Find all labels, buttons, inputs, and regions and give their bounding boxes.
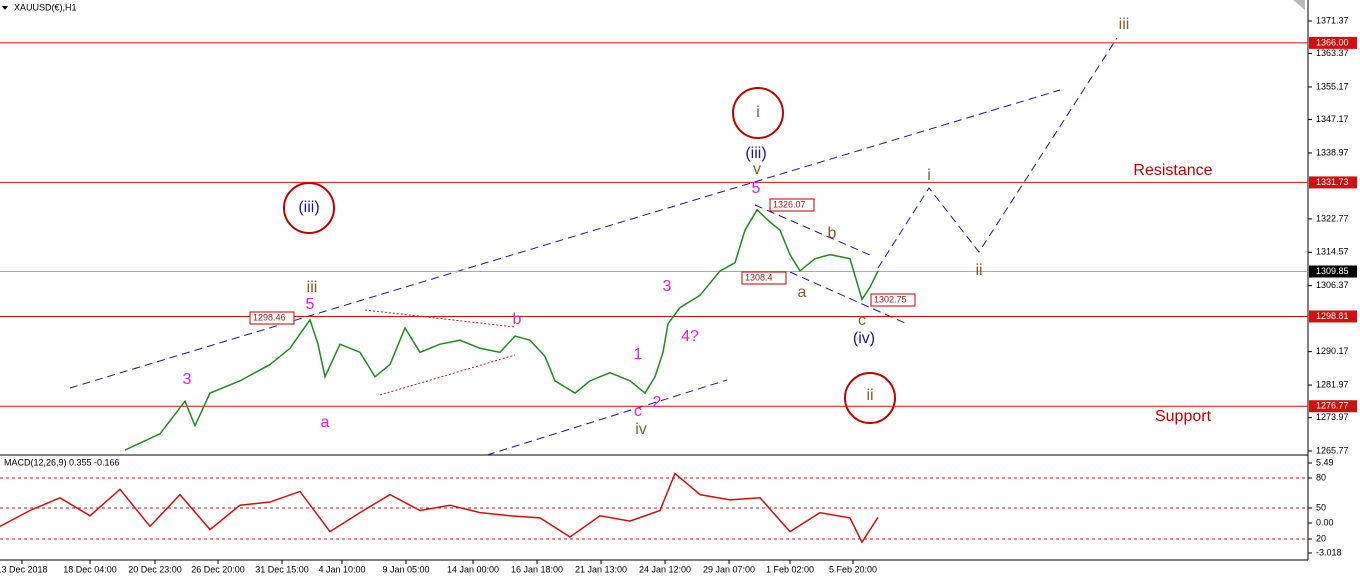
triangle-lines	[364, 309, 516, 396]
menu-arrow	[2, 6, 8, 10]
y-tick-label: 1273.97	[1316, 412, 1349, 422]
price-label-box	[249, 311, 295, 325]
chart-title: XAUUSD(€),H1	[14, 2, 77, 12]
wave-label: v	[753, 161, 761, 178]
corner-arrow	[1293, 0, 1305, 10]
x-tick-label: 9 Jan 05:00	[382, 564, 429, 574]
level-label: 1276.77	[1316, 401, 1349, 411]
y-tick-label: 1314.57	[1316, 247, 1349, 257]
level-box	[1309, 265, 1357, 278]
x-tick-label: 14 Jan 00:00	[447, 564, 499, 574]
price-label-box	[741, 271, 787, 285]
y-tick-label: 1347.17	[1316, 114, 1349, 124]
y-tick-label: 1363.37	[1316, 48, 1349, 58]
x-tick-label: 26 Dec 20:00	[191, 564, 245, 574]
macd-tick-label: 50	[1316, 502, 1326, 512]
wave-label: i	[756, 104, 760, 121]
price-label-box	[769, 198, 815, 212]
trend-lines	[69, 37, 1118, 456]
y-tick-label: 1265.77	[1316, 445, 1349, 455]
wave-label: a	[798, 284, 807, 301]
wave-label: (iii)	[745, 145, 766, 162]
y-tick-label: 1306.37	[1316, 280, 1349, 290]
wave-label: Support	[1155, 408, 1212, 425]
x-tick-label: 24 Jan 12:00	[639, 564, 691, 574]
wave-label: c	[858, 312, 866, 329]
level-label: 1366.00	[1316, 37, 1349, 47]
price-label: 1326.07	[773, 199, 806, 209]
price-label: 1298.46	[253, 312, 286, 322]
y-tick-label: 1290.17	[1316, 346, 1349, 356]
price-label: 1302.75	[874, 294, 907, 304]
y-tick-label: 1355.17	[1316, 81, 1349, 91]
wave-label: b	[513, 311, 522, 328]
macd-line	[0, 472, 879, 544]
y-tick-label: 1322.77	[1316, 213, 1349, 223]
x-tick-label: 18 Dec 04:00	[63, 564, 117, 574]
wave-label: 5	[306, 296, 315, 313]
x-tick-label: 29 Jan 07:00	[703, 564, 755, 574]
wave-label: ii	[975, 262, 982, 279]
level-label: 1331.73	[1316, 177, 1349, 187]
wave-label: i	[927, 167, 931, 184]
x-tick-label: 20 Dec 23:00	[128, 564, 182, 574]
y-tick-label: 1338.97	[1316, 147, 1349, 157]
wave-label: Resistance	[1133, 162, 1212, 179]
level-box	[1309, 310, 1357, 323]
x-tick-label: 31 Dec 15:00	[255, 564, 309, 574]
wave-label: (iv)	[853, 330, 875, 347]
level-label: 1298.81	[1316, 311, 1349, 321]
price-line	[124, 208, 879, 451]
wave-label: 3	[663, 278, 672, 295]
wave-circles	[283, 87, 896, 424]
level-label: 1309.85	[1316, 266, 1349, 276]
wave-label: c	[634, 403, 642, 420]
x-tick-label: 16 Jan 18:00	[511, 564, 563, 574]
x-tick-label: 5 Feb 20:00	[829, 564, 877, 574]
macd-tick-label: 80	[1316, 472, 1326, 482]
wave-label: 5	[752, 180, 761, 197]
wave-label: iii	[307, 279, 318, 296]
wave-label: iv	[635, 421, 647, 438]
y-tick-label: 1371.37	[1316, 15, 1349, 25]
macd-title: MACD(12,26,9) 0.355 -0.166	[4, 457, 120, 467]
x-tick-label: 13 Dec 2018	[0, 564, 48, 574]
wave-label: 3	[183, 371, 192, 388]
level-box	[1309, 400, 1357, 413]
y-tick-label: 1281.97	[1316, 379, 1349, 389]
wave-label: 4?	[681, 328, 699, 345]
macd-tick-label: -3.018	[1316, 547, 1342, 557]
level-box	[1309, 36, 1357, 49]
x-tick-label: 1 Feb 02:00	[766, 564, 814, 574]
wave-label: a	[321, 414, 330, 431]
wave-label: 2	[653, 394, 662, 411]
price-label: 1308.4	[745, 272, 773, 282]
level-box	[1309, 176, 1357, 189]
price-label-box	[870, 293, 916, 307]
x-tick-label: 21 Jan 13:00	[575, 564, 627, 574]
macd-tick-label: 5.49	[1316, 457, 1334, 467]
x-tick-label: 4 Jan 10:00	[318, 564, 365, 574]
macd-tick-label: 20	[1316, 533, 1326, 543]
wave-label: ii	[866, 387, 873, 404]
wave-label: iii	[1119, 16, 1130, 33]
wave-label: (iii)	[298, 199, 319, 216]
wave-label: 1	[634, 346, 643, 363]
macd-tick-label: 0.00	[1316, 517, 1334, 527]
wave-label: b	[828, 225, 837, 242]
